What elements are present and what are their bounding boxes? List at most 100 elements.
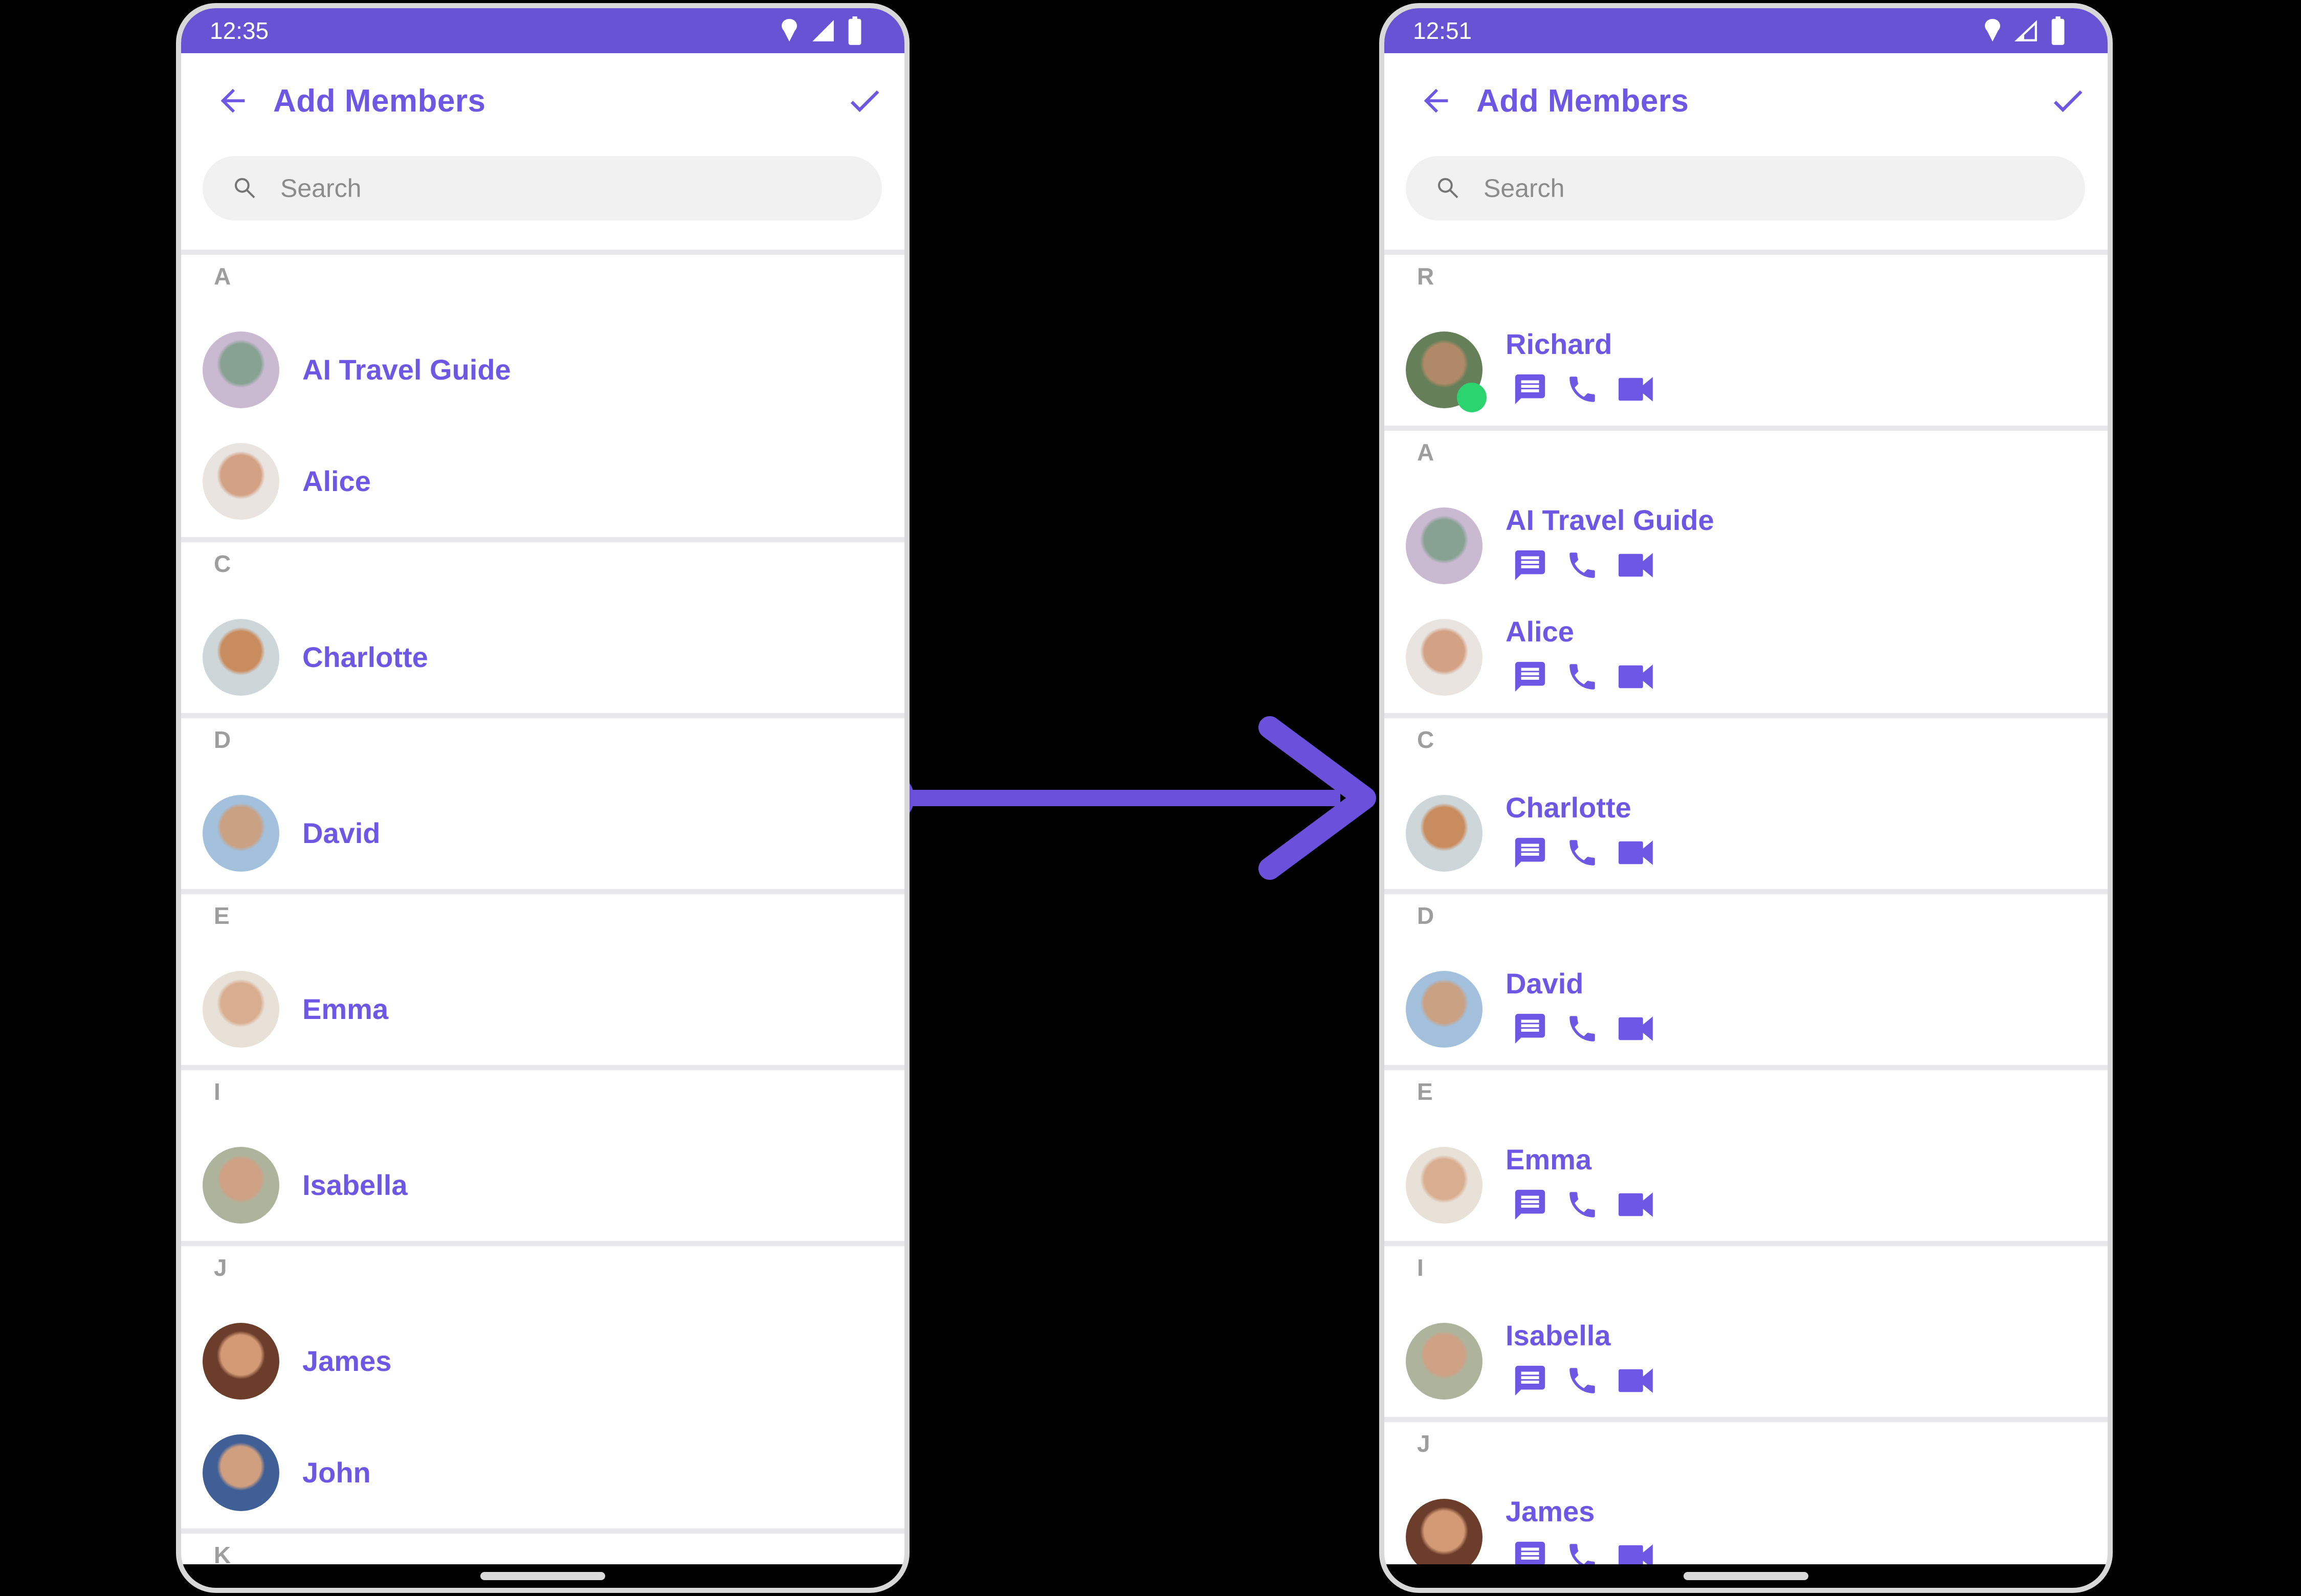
contact-name: Richard (1506, 328, 1612, 360)
search-placeholder: Search (1484, 174, 1565, 203)
contact-actions (1512, 1187, 1656, 1223)
message-icon[interactable] (1512, 1187, 1548, 1223)
call-icon[interactable] (1565, 836, 1599, 870)
contact-row[interactable]: David (181, 778, 904, 889)
call-icon[interactable] (1565, 1188, 1599, 1222)
section-letter: D (214, 726, 231, 753)
contact-row[interactable]: Emma (1384, 1129, 2108, 1241)
contact-row[interactable]: Charlotte (1384, 778, 2108, 889)
message-icon[interactable] (1512, 835, 1548, 871)
section-divider (181, 1065, 904, 1070)
contact-name: Isabella (302, 1169, 408, 1201)
contact-section: D David (181, 713, 904, 889)
contact-row[interactable]: Isabella (1384, 1305, 2108, 1417)
section-divider (1384, 1241, 2108, 1246)
contact-name: Emma (1506, 1143, 1592, 1176)
video-call-icon[interactable] (1617, 1363, 1656, 1399)
contact-section: A AI Travel Guide Alice (1384, 426, 2108, 713)
section-divider (1384, 1065, 2108, 1070)
section-letter: D (1417, 902, 1434, 929)
contact-list: A AI Travel Guide Alice (181, 250, 904, 1571)
contact-row[interactable]: AI Travel Guide (1384, 490, 2108, 602)
wifi-icon (1985, 19, 2000, 42)
video-call-icon[interactable] (1617, 1539, 1656, 1575)
home-indicator[interactable] (480, 1572, 605, 1580)
avatar (203, 1147, 279, 1224)
section-rows: David (181, 778, 904, 889)
search-input[interactable]: Search (1406, 156, 2085, 220)
back-icon[interactable] (215, 83, 251, 119)
call-icon[interactable] (1565, 1540, 1599, 1573)
avatar (1406, 507, 1483, 584)
contact-row[interactable]: Alice (1384, 602, 2108, 713)
section-divider (1384, 713, 2108, 718)
message-icon[interactable] (1512, 1363, 1548, 1399)
home-indicator[interactable] (1684, 1572, 1808, 1580)
message-icon[interactable] (1512, 1539, 1548, 1575)
message-icon[interactable] (1512, 371, 1548, 407)
section-letter: C (214, 550, 231, 577)
contact-row[interactable]: Alice (181, 426, 904, 537)
status-icons (778, 15, 865, 47)
section-letter: J (1417, 1430, 1430, 1457)
call-icon[interactable] (1565, 1364, 1599, 1398)
avatar (1406, 1499, 1483, 1576)
battery-icon (2051, 16, 2065, 45)
contact-name: Alice (302, 465, 371, 497)
contact-row[interactable]: James (1384, 1481, 2108, 1588)
section-letter: A (1417, 439, 1434, 465)
contact-name: AI Travel Guide (302, 353, 511, 386)
message-icon[interactable] (1512, 547, 1548, 583)
confirm-check-icon[interactable] (845, 81, 884, 120)
contact-row[interactable]: Emma (181, 954, 904, 1065)
phone-screen: 12:51 (1379, 3, 2113, 1593)
status-time: 12:35 (210, 17, 269, 44)
section-divider (181, 889, 904, 894)
section-rows: James John (181, 1305, 904, 1528)
avatar (1406, 331, 1487, 412)
contact-name: Emma (302, 993, 389, 1025)
contact-row[interactable]: Isabella (181, 1129, 904, 1241)
call-icon[interactable] (1565, 548, 1599, 582)
call-icon[interactable] (1565, 1012, 1599, 1046)
contact-name: James (302, 1345, 392, 1377)
contact-list: R Richard A AI Travel Guide (1384, 250, 2108, 1588)
contact-actions (1512, 371, 1656, 407)
contact-section: I Isabella (181, 1065, 904, 1241)
search-icon (234, 178, 255, 198)
status-time: 12:51 (1413, 17, 1472, 44)
contact-row[interactable]: Richard (1384, 314, 2108, 426)
section-rows: David (1384, 954, 2108, 1065)
section-divider (181, 537, 904, 542)
contact-row[interactable]: David (1384, 954, 2108, 1065)
gesture-bar (181, 1564, 904, 1588)
section-letter: A (214, 263, 231, 290)
contact-row[interactable]: James (181, 1305, 904, 1417)
search-icon (1437, 178, 1458, 198)
contact-row[interactable]: John (181, 1417, 904, 1528)
gesture-bar (1384, 1564, 2108, 1588)
video-call-icon[interactable] (1617, 547, 1656, 583)
call-icon[interactable] (1565, 372, 1599, 406)
section-rows: Emma (181, 954, 904, 1065)
video-call-icon[interactable] (1617, 1011, 1656, 1047)
video-call-icon[interactable] (1617, 371, 1656, 407)
video-call-icon[interactable] (1617, 659, 1656, 695)
search-input[interactable]: Search (203, 156, 882, 220)
contact-row[interactable]: Charlotte (181, 602, 904, 713)
section-letter: C (1417, 726, 1434, 753)
section-rows: Charlotte (1384, 778, 2108, 889)
contact-actions (1512, 1539, 1656, 1575)
app-header: Add Members (181, 53, 904, 139)
message-icon[interactable] (1512, 659, 1548, 695)
section-rows: Emma (1384, 1129, 2108, 1241)
video-call-icon[interactable] (1617, 1187, 1656, 1223)
confirm-check-icon[interactable] (2048, 81, 2087, 120)
contact-section: J James John (181, 1241, 904, 1528)
contact-row[interactable]: AI Travel Guide (181, 314, 904, 426)
message-icon[interactable] (1512, 1011, 1548, 1047)
call-icon[interactable] (1565, 660, 1599, 694)
avatar (203, 795, 279, 872)
video-call-icon[interactable] (1617, 835, 1656, 871)
back-icon[interactable] (1418, 83, 1454, 119)
